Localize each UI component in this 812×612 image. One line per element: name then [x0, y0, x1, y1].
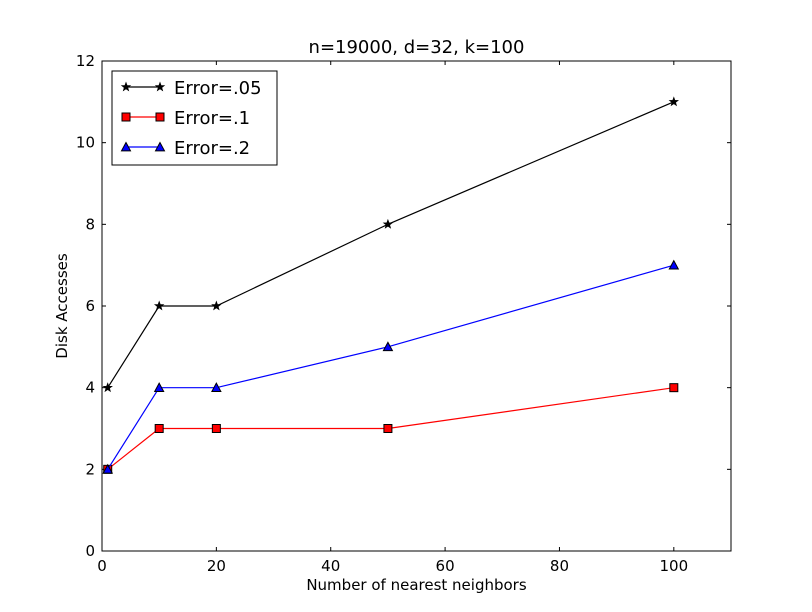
- y-tick-label: 12: [76, 52, 95, 70]
- legend: Error=.05 Error=.1 Error=.2: [111, 70, 278, 166]
- series-1-point: [211, 300, 222, 311]
- series-2-point: [669, 383, 679, 393]
- legend-marker-3: [154, 141, 166, 152]
- y-tick-label: 8: [85, 215, 95, 233]
- x-tick-label: 80: [550, 557, 569, 575]
- series-1-point: [668, 96, 680, 107]
- legend-marker-1: [120, 81, 132, 92]
- series-2-point: [383, 424, 393, 433]
- y-tick-label: 6: [85, 297, 95, 315]
- legend-marker-2: [121, 112, 131, 122]
- series-3-point: [382, 341, 394, 352]
- x-tick-label: 60: [436, 557, 455, 575]
- legend-label-3: Error=.2: [174, 138, 250, 159]
- legend-marker-2: [155, 112, 165, 122]
- legend-marker-3: [120, 141, 132, 152]
- series-1-point: [382, 218, 394, 229]
- series-1-point: [102, 382, 113, 393]
- x-tick-label: 20: [207, 557, 226, 575]
- y-tick-label: 10: [76, 134, 95, 152]
- x-axis-title: Number of nearest neighbors: [306, 576, 527, 594]
- y-tick-label: 4: [85, 379, 95, 397]
- series-3-point: [153, 382, 165, 392]
- chart-title: n=19000, d=32, k=100: [309, 37, 525, 58]
- y-tick-label: 2: [85, 460, 95, 478]
- series-2-point: [211, 424, 221, 433]
- y-axis-title: Disk Accesses: [53, 253, 71, 359]
- plot-area: 0 20 40 60 80 100 0 2 4 6 8 10 12: [76, 52, 732, 575]
- series-2-point: [154, 424, 164, 433]
- legend-marker-1: [154, 81, 166, 92]
- y-tick-label: 0: [85, 542, 95, 560]
- legend-label-2: Error=.1: [174, 108, 250, 129]
- series-3-point: [102, 463, 114, 474]
- x-tick-label: 0: [97, 557, 107, 575]
- x-tick-label: 40: [321, 557, 340, 575]
- x-tick-label: 100: [659, 557, 688, 575]
- series-3-point: [211, 382, 222, 392]
- series-3-point: [668, 259, 680, 270]
- legend-label-1: Error=.05: [174, 78, 262, 99]
- series-1-point: [153, 300, 165, 311]
